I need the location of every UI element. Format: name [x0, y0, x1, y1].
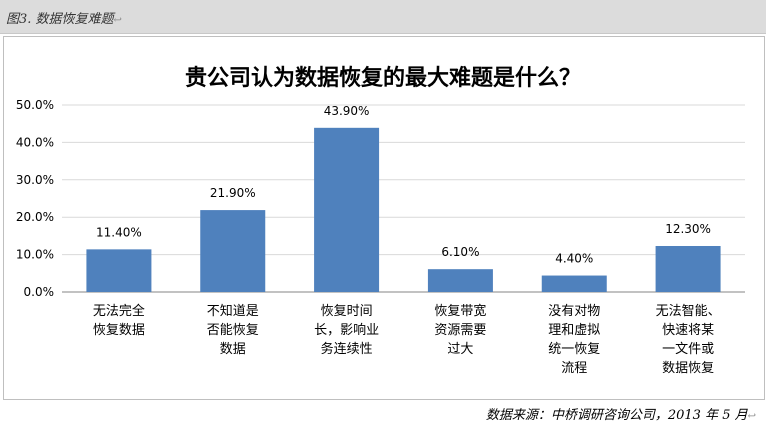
- category-label-line: 无法完全: [93, 303, 145, 319]
- bar: [427, 269, 493, 292]
- x-axis-categories: 无法完全恢复数据 不知道是否能恢复数据 恢复时间长，影响业务连续性 恢复带宽资源需要过…: [93, 303, 721, 376]
- bar: [655, 245, 721, 292]
- chart-frame: [3, 36, 765, 400]
- category-label-line: 数据恢复: [662, 361, 714, 376]
- bar: [86, 249, 152, 292]
- data-label: 11.40%: [96, 225, 142, 239]
- category-label: 无法完全恢复数据: [93, 303, 145, 338]
- category-label: 无法智能、快速将某一文件或数据恢复: [656, 304, 721, 376]
- y-tick-label: 10.0%: [16, 248, 54, 262]
- bar: [200, 210, 266, 292]
- chart-title: 贵公司认为数据恢复的最大难题是什么？: [184, 65, 581, 91]
- y-tick-label: 20.0%: [16, 210, 54, 224]
- bar: [314, 127, 380, 293]
- category-label-line: 恢复数据: [93, 323, 145, 338]
- category-label: 恢复时间长，影响业务连续性: [314, 304, 379, 357]
- category-label: 不知道是否能恢复数据: [207, 303, 259, 357]
- data-label: 21.90%: [210, 186, 256, 200]
- category-label-line: 恢复带宽: [434, 303, 486, 319]
- source-note-text: 数据来源：中桥调研咨询公司，2013 年 5 月: [485, 408, 748, 423]
- caption-bar: 图3. 数据恢复难题↩: [0, 0, 766, 34]
- category-label: 恢复带宽资源需要过大: [434, 303, 486, 357]
- data-label: 6.10%: [441, 245, 479, 259]
- figure-caption-text: 图3. 数据恢复难题: [6, 12, 114, 27]
- bar: [541, 275, 607, 292]
- y-tick-label: 30.0%: [16, 173, 54, 187]
- category-label-line: 不知道是: [207, 303, 259, 319]
- category-label-line: 过大: [447, 342, 473, 357]
- paragraph-mark: ↩: [113, 15, 122, 26]
- category-label-line: 数据: [220, 342, 246, 357]
- data-label: 43.90%: [324, 104, 370, 118]
- category-label-line: 理和虚拟: [548, 323, 600, 338]
- figure-caption: 图3. 数据恢复难题↩: [6, 8, 122, 27]
- y-tick-label: 40.0%: [16, 135, 54, 149]
- data-label: 12.30%: [665, 222, 711, 236]
- gridlines: [62, 104, 745, 293]
- category-label-line: 一文件或: [662, 342, 714, 357]
- category-label-line: 资源需要: [434, 323, 486, 338]
- category-label-line: 快速将某: [662, 323, 714, 338]
- category-label: 没有对物理和虚拟统一恢复流程: [548, 304, 600, 376]
- category-label-line: 流程: [561, 361, 587, 376]
- category-label-line: 长，影响业: [314, 322, 379, 338]
- category-label-line: 恢复时间: [321, 304, 373, 319]
- category-label-line: 无法智能、: [656, 304, 721, 319]
- paragraph-mark: ↩: [747, 411, 756, 422]
- data-label: 4.40%: [555, 252, 593, 266]
- data-labels: 11.40% 21.90% 43.90% 6.10% 4.40% 12.30%: [96, 104, 711, 266]
- y-tick-label: 50.0%: [16, 98, 54, 112]
- category-label-line: 没有对物: [548, 304, 600, 319]
- source-note: 数据来源：中桥调研咨询公司，2013 年 5 月↩: [486, 404, 756, 423]
- y-tick-label: 0.0%: [24, 285, 55, 299]
- bars: [86, 127, 721, 293]
- category-label-line: 统一恢复: [548, 342, 600, 357]
- category-label-line: 否能恢复: [207, 323, 259, 338]
- y-axis-ticks: 0.0% 10.0% 20.0% 30.0% 40.0% 50.0%: [16, 98, 54, 299]
- category-label-line: 务连续性: [321, 341, 373, 357]
